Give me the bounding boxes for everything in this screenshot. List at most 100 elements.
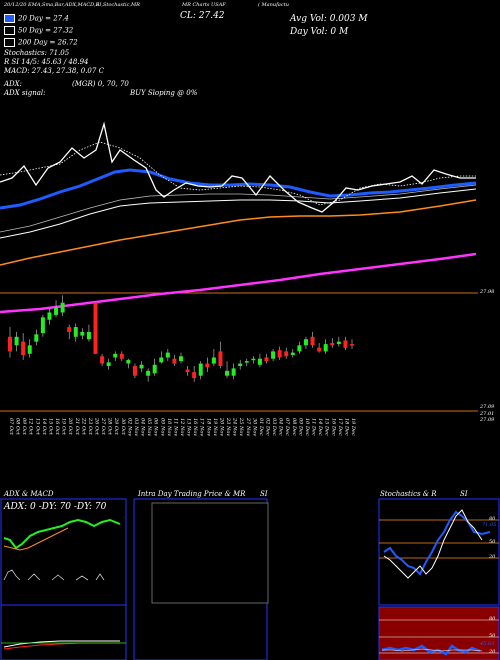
date-tick-label: 22 Oct — [80, 417, 86, 436]
adx-orange-line — [3, 527, 69, 551]
date-tick-label: 09 Dec — [297, 418, 303, 436]
date-tick-label: 02 Nov — [126, 418, 132, 436]
date-tick-label: 01 Dec — [258, 418, 264, 436]
candle-body — [172, 358, 177, 364]
candle-body — [303, 339, 308, 346]
ema20-line — [0, 168, 477, 210]
candle-body — [238, 363, 243, 366]
candles-group — [8, 295, 354, 382]
avg-vol: Avg Vol: 0.003 M — [290, 14, 368, 24]
date-tick-label: 23 Oct — [87, 417, 93, 436]
date-tick-label: 18 Dec — [343, 418, 349, 436]
legend-sma200: 200 Day = 26.72 — [4, 38, 78, 47]
date-tick-label: 07 Oct — [8, 418, 14, 436]
candle-body — [284, 351, 289, 357]
rsi-value: R SI 14/5: 45.63 / 48.94 — [4, 58, 89, 66]
sma200-line — [0, 199, 477, 266]
date-tick-label: 03 Nov — [133, 418, 139, 436]
macd-value: MACD: 27.43, 27.38, 0.07 C — [4, 67, 104, 75]
date-tick-label: 09 Oct — [21, 418, 27, 436]
date-tick-label: 12 Oct — [28, 418, 34, 436]
date-tick-label: 20 Oct — [67, 417, 73, 436]
legend-ema20: 20 Day = 27.4 — [4, 14, 69, 23]
intraday-panel-si: SI — [260, 490, 268, 498]
rsi-panel — [378, 606, 500, 660]
legend-sma200-label: 200 Day = 26.72 — [18, 38, 78, 47]
candle-body — [139, 364, 144, 369]
date-tick-label: 15 Dec — [324, 418, 330, 436]
date-tick-label: 17 Nov — [199, 418, 205, 436]
date-tick-label: 15 Oct — [47, 418, 53, 436]
candle-body — [80, 331, 85, 336]
candle-body — [106, 362, 111, 366]
header-top-line: 20/12/20 EMA,Sma,Bar,ADX,MACD,B — [4, 2, 100, 8]
date-tick-label: 05 Nov — [146, 418, 152, 436]
candle-body — [350, 344, 354, 346]
candle-body — [330, 342, 335, 346]
date-tick-label: 08 Oct — [15, 418, 21, 436]
rsi-tick-50: 50 — [489, 633, 496, 639]
adx-green-line — [3, 518, 121, 550]
legend-sma50-label: 50 Day = 27.32 — [18, 26, 74, 35]
candle-body — [159, 357, 164, 363]
ema20-swatch — [4, 14, 15, 23]
date-tick-label: 14 Oct — [41, 418, 47, 436]
date-tick-label: 16 Dec — [330, 418, 336, 436]
stoch-panel-si: SI — [460, 490, 468, 498]
legend-sma50: 50 Day = 27.32 — [4, 26, 73, 35]
candle-body — [34, 334, 39, 342]
rsi-tick-80: 80 — [489, 616, 496, 622]
candle-body — [8, 336, 12, 352]
date-tick-label: 10 Dec — [304, 418, 310, 436]
candle-body — [119, 353, 124, 359]
candle-body — [323, 344, 328, 352]
candle-body — [67, 327, 72, 332]
date-tick-label: 10 Nov — [166, 418, 172, 436]
candle-body — [257, 358, 262, 365]
candle-body — [47, 312, 52, 320]
candle-body — [317, 347, 322, 352]
date-tick-label: 09 Nov — [159, 418, 165, 436]
candle-body — [290, 352, 295, 356]
stoch-d-line — [383, 509, 483, 579]
date-tick-label: 23 Nov — [225, 417, 231, 436]
date-tick-label: 04 Nov — [140, 418, 146, 436]
candle-body — [271, 351, 276, 359]
mgr-label: (MGR) 0, 70, 70 — [72, 80, 129, 88]
candle-body — [86, 331, 91, 340]
stoch-panel-title: Stochastics & R — [380, 490, 437, 498]
date-tick-label: 03 Dec — [271, 418, 277, 436]
candle-body — [126, 359, 131, 364]
rsi-line — [381, 644, 481, 656]
candle-body — [73, 327, 78, 337]
buy-label: BUY Sloping @ 0% — [130, 89, 198, 97]
header-top-line-d: ( Manufactu — [258, 2, 289, 8]
candle-body — [54, 307, 59, 315]
candle-body — [179, 356, 183, 362]
adx-white-bumps — [3, 569, 105, 581]
candle-body — [343, 340, 348, 348]
date-tick-label: 12 Nov — [179, 418, 185, 436]
date-tick-label: 24 Nov — [232, 417, 238, 436]
candle-body — [132, 365, 137, 376]
date-tick-label: 13 Nov — [186, 418, 192, 436]
candle-body — [225, 370, 230, 376]
date-tick-label: 16 Nov — [192, 418, 198, 436]
date-tick-label: 27 Oct — [100, 417, 106, 436]
candle-body — [14, 336, 19, 346]
date-tick-label: 11 Dec — [311, 418, 317, 436]
cl-value: CL: 27.42 — [180, 11, 225, 21]
candle-body — [231, 368, 236, 376]
candle-body — [218, 351, 223, 366]
candle-body — [113, 353, 118, 358]
header-top-line-c: MR Charts USAF — [182, 2, 226, 8]
candle-body — [60, 302, 65, 313]
price-label-bottom-a: 27.09 — [480, 404, 495, 410]
sma50b-line — [0, 184, 477, 233]
stoch-tick-20: 20 — [489, 554, 496, 560]
candle-body — [27, 345, 32, 354]
dotted-band-line — [0, 141, 476, 206]
candle-body — [264, 357, 269, 362]
date-tick-label: 30 Oct — [120, 418, 126, 436]
